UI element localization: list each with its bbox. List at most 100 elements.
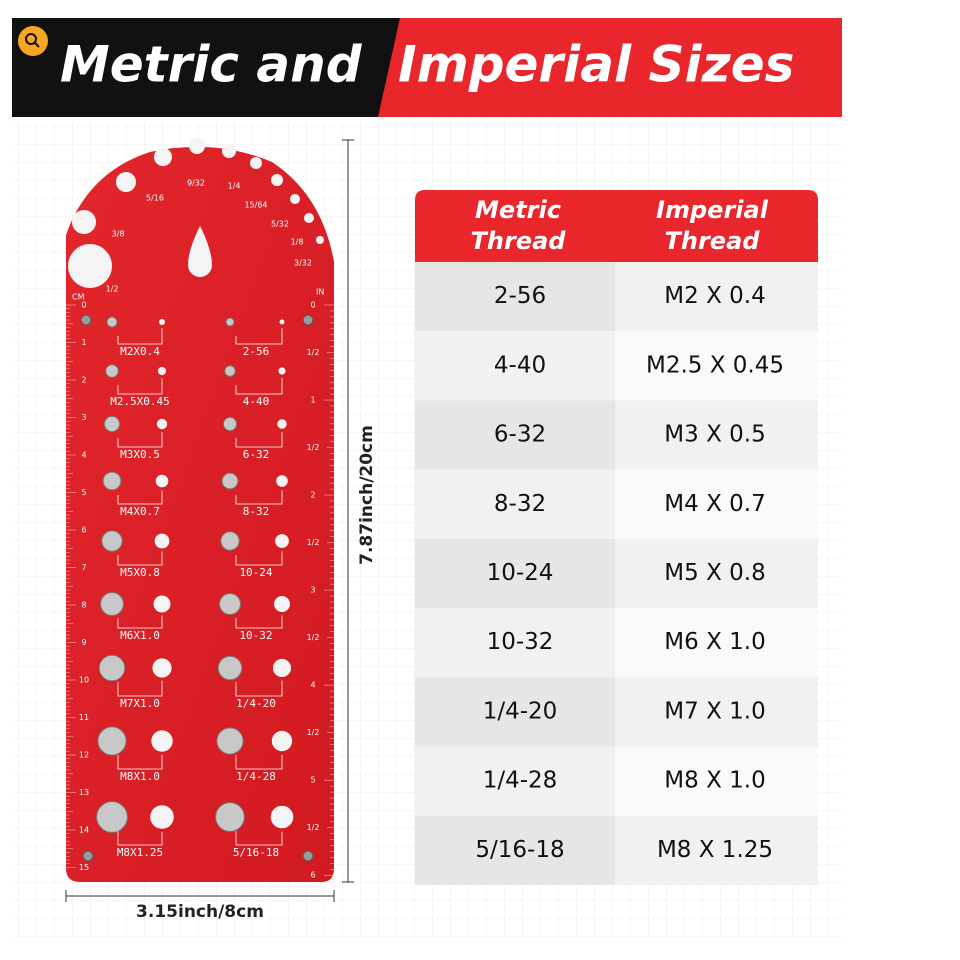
table-cell bbox=[415, 262, 615, 332]
hole bbox=[271, 730, 293, 752]
in-number: 3 bbox=[310, 586, 315, 595]
screw bbox=[302, 850, 314, 862]
bolt bbox=[216, 727, 244, 755]
search-icon[interactable] bbox=[18, 26, 48, 56]
bolt bbox=[215, 802, 245, 832]
title-right: Imperial Sizes bbox=[398, 36, 794, 94]
hole bbox=[276, 475, 288, 487]
cm-number: 5 bbox=[81, 488, 86, 497]
bracket bbox=[235, 680, 283, 697]
hole bbox=[153, 595, 171, 613]
in-number: 1/2 bbox=[307, 633, 320, 642]
table-cell-text: 10-32 bbox=[487, 629, 554, 655]
cm-number: 14 bbox=[79, 826, 89, 835]
cm-label: CM bbox=[72, 293, 85, 302]
cm-number: 13 bbox=[79, 788, 89, 797]
notch-label: 5/16 bbox=[146, 194, 164, 203]
table-cell bbox=[615, 746, 818, 816]
table-cell-text: 6-32 bbox=[494, 422, 546, 448]
width-label: 3.15inch/8cm bbox=[136, 902, 264, 922]
imperial-label: 1/4-20 bbox=[236, 697, 276, 710]
notch bbox=[271, 174, 283, 186]
hole bbox=[159, 319, 165, 325]
in-number: 1 bbox=[310, 396, 315, 405]
cm-number: 9 bbox=[81, 638, 86, 647]
table-cell bbox=[615, 608, 818, 678]
metric-label: M6X1.0 bbox=[120, 629, 160, 642]
imperial-label: 6-32 bbox=[243, 448, 270, 461]
imperial-label: 10-32 bbox=[239, 629, 272, 642]
hole bbox=[270, 805, 294, 829]
bolt bbox=[102, 471, 122, 491]
metric-label: M7X1.0 bbox=[120, 697, 160, 710]
cm-number: 2 bbox=[81, 376, 86, 385]
table-cell-text: M2.5 X 0.45 bbox=[646, 352, 784, 378]
hole bbox=[156, 418, 168, 430]
imperial-label: 2-56 bbox=[243, 345, 270, 358]
metric-label: M8X1.25 bbox=[117, 846, 163, 859]
bracket bbox=[235, 490, 283, 505]
title-left: Metric and bbox=[60, 36, 363, 94]
notch-label: 1/4 bbox=[228, 182, 241, 191]
bracket bbox=[235, 831, 283, 846]
table-cell bbox=[415, 400, 615, 470]
bolt bbox=[103, 415, 121, 433]
cm-number: 11 bbox=[79, 713, 89, 722]
hole bbox=[278, 367, 286, 375]
cm-number: 8 bbox=[81, 601, 86, 610]
table-header-text: Thread bbox=[665, 227, 761, 255]
hole bbox=[277, 419, 287, 429]
table-cell-text: M7 X 1.0 bbox=[664, 698, 765, 724]
header-dark bbox=[12, 18, 412, 117]
table-header bbox=[415, 190, 818, 262]
bracket bbox=[117, 490, 163, 505]
table-cell bbox=[415, 331, 615, 401]
bracket bbox=[235, 615, 283, 629]
table-cell-text: M3 X 0.5 bbox=[664, 422, 765, 448]
hole bbox=[274, 596, 290, 612]
hole bbox=[151, 730, 173, 752]
notch-label: 1/8 bbox=[291, 238, 304, 247]
table: Metric Thread Imperial Thread 2-56 M2 X 0.4 4-… bbox=[415, 190, 818, 885]
table-cell-text: 1/4-20 bbox=[483, 698, 558, 724]
bolt bbox=[224, 365, 236, 377]
hole bbox=[157, 366, 167, 376]
hole bbox=[275, 534, 289, 548]
metric-label: M4X0.7 bbox=[120, 505, 160, 518]
in-number: 1/2 bbox=[307, 823, 320, 832]
cm-number: 12 bbox=[79, 751, 89, 760]
cm-number: 4 bbox=[81, 451, 86, 460]
bolt bbox=[97, 726, 127, 756]
bolt bbox=[219, 593, 241, 615]
table-cell-text: M6 X 1.0 bbox=[664, 629, 765, 655]
imperial-label: 1/4-28 bbox=[236, 770, 276, 783]
hole bbox=[279, 319, 285, 325]
in-number: 1/2 bbox=[307, 728, 320, 737]
bracket bbox=[117, 378, 163, 395]
bolt bbox=[225, 317, 235, 327]
table-cell bbox=[615, 400, 818, 470]
bracket bbox=[235, 378, 283, 395]
table-cell bbox=[615, 331, 818, 401]
bracket bbox=[235, 754, 283, 770]
table-cell bbox=[415, 538, 615, 609]
imperial-label: 5/16-18 bbox=[233, 846, 279, 859]
table-cell bbox=[615, 677, 818, 747]
bolt bbox=[98, 654, 126, 682]
table-header-text: Metric bbox=[475, 196, 561, 224]
notch bbox=[222, 144, 236, 158]
in-number: 2 bbox=[310, 491, 315, 500]
table-cell bbox=[415, 815, 615, 885]
bolt bbox=[106, 316, 118, 328]
cm-number: 10 bbox=[79, 676, 89, 685]
bolt bbox=[100, 592, 124, 616]
screw bbox=[302, 314, 314, 326]
metric-label: M5X0.8 bbox=[120, 566, 160, 579]
notch-label: 15/64 bbox=[244, 201, 267, 210]
gauge-body bbox=[66, 146, 334, 882]
notch bbox=[72, 210, 96, 234]
notch bbox=[189, 138, 205, 154]
table-cell-text: 8-32 bbox=[494, 491, 546, 517]
in-number: 1/2 bbox=[307, 348, 320, 357]
